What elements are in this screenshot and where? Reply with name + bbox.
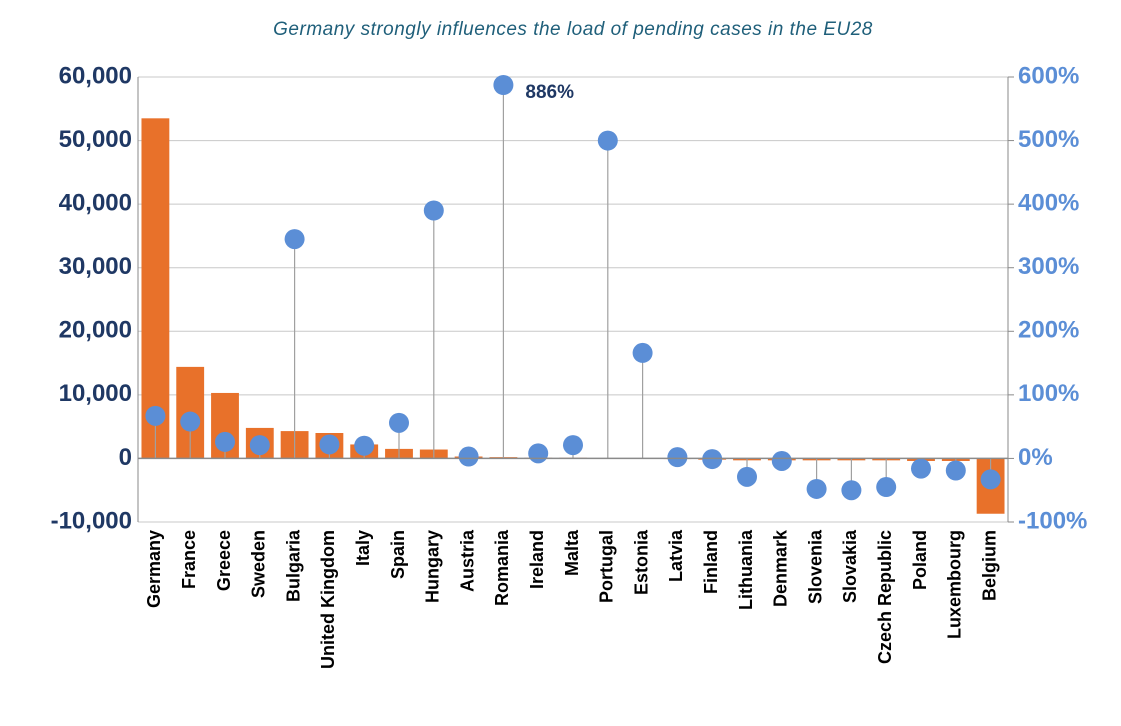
dot (841, 480, 862, 501)
x-tick-label: Italy (353, 530, 373, 566)
dot (911, 458, 931, 479)
x-tick-label: Sweden (249, 530, 269, 598)
bar (141, 118, 170, 459)
x-tick-label: United Kingdom (318, 530, 338, 669)
x-tick-label: Slovenia (805, 529, 825, 604)
dot (423, 200, 444, 221)
dot (876, 477, 897, 498)
x-tick-label: Bulgaria (283, 529, 303, 602)
dot (284, 229, 305, 250)
x-tick-label: Germany (144, 530, 164, 608)
x-tick-label: Lithuania (736, 529, 756, 610)
x-tick-label: Czech Republic (875, 530, 895, 664)
x-tick-label: Spain (388, 530, 408, 579)
dot (145, 405, 166, 426)
dot (737, 466, 757, 487)
x-tick-label: Hungary (423, 530, 443, 603)
dot (180, 411, 201, 432)
x-tick-label: Luxembourg (945, 530, 965, 639)
dot (563, 435, 583, 456)
dot (667, 447, 688, 468)
x-tick-label: Estonia (631, 529, 651, 595)
y2-tick-label: 500% (1018, 126, 1079, 153)
dot (319, 434, 340, 455)
dot (597, 130, 618, 151)
y2-tick-label: 100% (1018, 380, 1079, 407)
x-tick-label: Austria (457, 529, 477, 592)
x-tick-label: France (179, 530, 199, 589)
x-tick-label: Portugal (597, 530, 617, 603)
x-tick-label: Romania (492, 529, 512, 606)
dot (771, 450, 792, 471)
x-tick-label: Malta (562, 529, 582, 576)
y-tick-label: -10,000 (51, 507, 132, 534)
dot (980, 469, 1001, 490)
y-tick-label: 50,000 (59, 126, 132, 153)
dot (528, 443, 549, 464)
dot (215, 431, 235, 452)
y2-tick-label: 300% (1018, 253, 1079, 280)
y2-tick-label: -100% (1018, 507, 1087, 534)
y-tick-label: 30,000 (59, 253, 132, 280)
y-tick-label: 0 (119, 444, 132, 471)
y-tick-label: 20,000 (59, 317, 132, 344)
x-tick-label: Greece (214, 530, 234, 591)
data-label: 886% (525, 82, 574, 103)
dot (493, 75, 514, 95)
y2-tick-label: 600% (1018, 62, 1079, 89)
dot (806, 478, 827, 499)
y-tick-label: 60,000 (59, 62, 132, 89)
y2-tick-label: 0% (1018, 444, 1053, 471)
dot (632, 342, 653, 363)
x-tick-label: Poland (910, 530, 930, 590)
y2-tick-label: 200% (1018, 317, 1079, 344)
dot (945, 460, 966, 481)
y-tick-label: 10,000 (59, 380, 132, 407)
dot (249, 435, 270, 456)
dot (354, 435, 375, 456)
y2-tick-label: 400% (1018, 189, 1079, 216)
x-tick-label: Denmark (771, 529, 791, 607)
x-tick-label: Latvia (666, 529, 686, 582)
x-tick-label: Belgium (979, 530, 999, 601)
y-tick-label: 40,000 (59, 189, 132, 216)
chart-title: Germany strongly influences the load of … (273, 19, 873, 40)
x-tick-label: Ireland (527, 530, 547, 589)
x-tick-label: Slovakia (840, 529, 860, 603)
dot (389, 412, 409, 433)
x-tick-label: Finland (701, 530, 721, 594)
dot (458, 446, 479, 467)
